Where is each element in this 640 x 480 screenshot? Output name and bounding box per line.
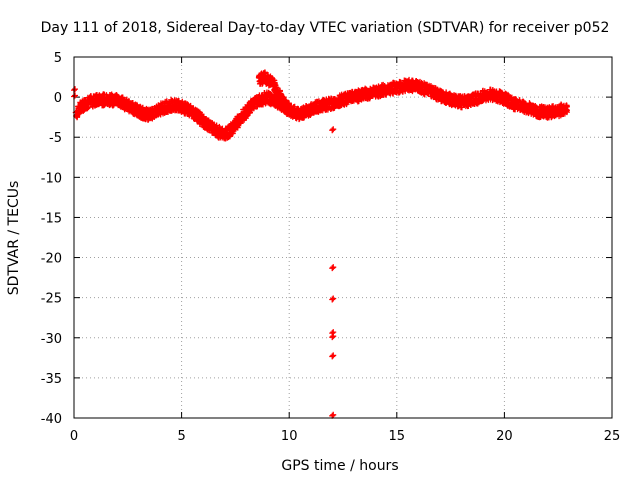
y-axis-label: SDTVAR / TECUs bbox=[6, 181, 22, 296]
y-tick-label: 5 bbox=[54, 51, 62, 66]
y-tick-label: -40 bbox=[41, 412, 62, 427]
data-point bbox=[329, 296, 336, 303]
y-tick-label: -30 bbox=[41, 332, 62, 347]
data-point bbox=[563, 109, 570, 116]
y-tick-label: -5 bbox=[49, 131, 62, 146]
plot-frame bbox=[73, 56, 613, 419]
data-point bbox=[329, 353, 336, 360]
data-point bbox=[329, 127, 336, 134]
data-point bbox=[329, 334, 336, 341]
y-tick-label: -35 bbox=[41, 372, 62, 387]
data-point bbox=[134, 102, 141, 109]
data-point bbox=[563, 102, 570, 109]
data-point bbox=[72, 92, 78, 99]
data-point bbox=[330, 352, 337, 359]
data-point bbox=[330, 126, 337, 133]
data-point bbox=[288, 106, 295, 113]
data-point bbox=[330, 295, 337, 302]
x-tick-label: 10 bbox=[281, 429, 298, 444]
y-tick-label: -20 bbox=[41, 252, 62, 267]
y-tick-label: -10 bbox=[41, 171, 62, 186]
y-tick-label: -25 bbox=[41, 292, 62, 307]
chart-title: Day 111 of 2018, Sidereal Day-to-day VTE… bbox=[41, 20, 610, 36]
data-point bbox=[237, 120, 244, 127]
x-tick-label: 5 bbox=[177, 429, 185, 444]
data-points bbox=[71, 69, 570, 419]
x-tick-label: 20 bbox=[496, 429, 513, 444]
x-axis-label: GPS time / hours bbox=[281, 458, 398, 474]
data-point bbox=[76, 109, 83, 116]
data-point bbox=[330, 264, 337, 271]
axis-tick-labels: 0 5 10 15 20 25 5 0 -5 -10 -15 -20 -25 -30 -35 -40 bbox=[41, 51, 621, 444]
data-point bbox=[330, 333, 337, 340]
y-tick-label: -15 bbox=[41, 211, 62, 226]
y-tick-label: 0 bbox=[54, 91, 62, 106]
data-point bbox=[330, 411, 337, 418]
data-point bbox=[329, 265, 336, 272]
x-tick-label: 15 bbox=[389, 429, 406, 444]
x-tick-label: 25 bbox=[604, 429, 621, 444]
data-point bbox=[72, 86, 78, 93]
x-tick-label: 0 bbox=[70, 429, 78, 444]
data-point bbox=[273, 84, 280, 91]
